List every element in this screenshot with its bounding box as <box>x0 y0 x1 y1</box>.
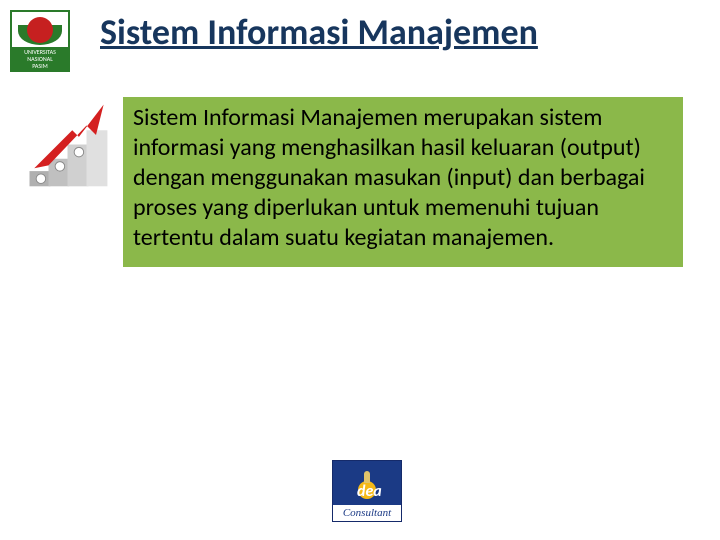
arrow-illustration <box>20 97 115 192</box>
logo-graphic <box>12 12 68 47</box>
logo-circle-icon <box>27 17 53 43</box>
page-title: Sistem Informasi Manajemen <box>100 10 538 54</box>
footer-brand-text: dea <box>357 482 382 501</box>
logo-text: UNIVERSITAS NASIONAL PASIM <box>12 47 68 70</box>
content-row: Sistem Informasi Manajemen merupakan sis… <box>0 97 720 267</box>
footer-logo: dea Consultant <box>332 460 402 522</box>
header-row: UNIVERSITAS NASIONAL PASIM Sistem Inform… <box>0 0 720 72</box>
footer-logo-graphic: dea <box>333 461 401 505</box>
footer-subtitle: Consultant <box>333 505 401 521</box>
definition-box: Sistem Informasi Manajemen merupakan sis… <box>123 97 683 267</box>
logo-line3: PASIM <box>12 63 68 70</box>
institution-logo: UNIVERSITAS NASIONAL PASIM <box>10 10 70 72</box>
definition-text: Sistem Informasi Manajemen merupakan sis… <box>133 103 645 252</box>
